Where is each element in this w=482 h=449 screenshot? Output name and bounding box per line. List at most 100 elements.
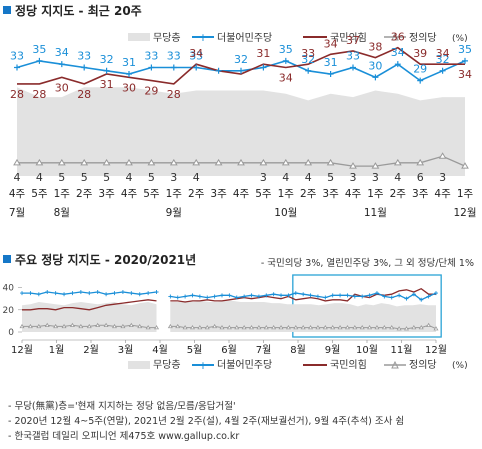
point-minjoo <box>78 290 83 294</box>
point-justice <box>95 322 101 328</box>
point-justice <box>167 323 173 329</box>
point-minjoo <box>81 64 88 71</box>
legend-unit: (%) <box>452 34 468 44</box>
point-minjoo <box>315 294 320 299</box>
point-justice <box>145 324 151 330</box>
point-justice <box>281 158 290 166</box>
point-justice <box>120 323 126 329</box>
point-minjoo <box>338 293 343 298</box>
point-justice <box>438 152 447 159</box>
point-minjoo <box>193 64 200 71</box>
x-tick-month: 5월 <box>187 344 203 356</box>
point-justice <box>308 324 314 330</box>
point-minjoo <box>104 292 109 297</box>
point-minjoo <box>394 61 401 68</box>
legend-unit: (%) <box>452 361 468 371</box>
label-ppp: 38 <box>368 41 382 54</box>
x-tick-week: 2주 <box>390 188 407 200</box>
point-minjoo <box>242 294 247 299</box>
point-justice <box>249 324 255 330</box>
point-minjoo <box>374 291 379 296</box>
label-minjoo: 29 <box>413 63 427 76</box>
legend-marker-justice <box>391 360 399 369</box>
label-justice: 4 <box>305 171 312 184</box>
label-ppp: 34 <box>324 37 338 50</box>
point-justice <box>80 158 89 166</box>
point-minjoo <box>197 294 202 299</box>
label-justice: 4 <box>36 171 43 184</box>
point-justice <box>78 323 84 329</box>
x-tick-week: 4주 <box>345 188 362 200</box>
point-minjoo <box>419 297 424 302</box>
label-justice: 6 <box>417 171 424 184</box>
label-justice: 3 <box>372 171 379 184</box>
point-minjoo <box>120 290 125 294</box>
point-minjoo <box>305 67 312 74</box>
x-tick-month: 7월 <box>256 344 272 356</box>
point-justice <box>27 323 33 329</box>
label-ppp: 31 <box>100 78 114 91</box>
x-tick-week: 2주 <box>188 188 205 200</box>
x-tick-week: 3주 <box>322 188 339 200</box>
point-justice <box>169 158 178 166</box>
label-minjoo: 33 <box>77 49 91 62</box>
y-tick-label: 20 <box>3 306 15 316</box>
x-tick-month: 8월 <box>290 344 306 356</box>
point-minjoo <box>238 67 244 74</box>
point-justice <box>322 324 328 330</box>
label-justice: 4 <box>394 171 401 184</box>
x-tick-week: 3주 <box>98 188 115 200</box>
point-justice <box>189 324 195 330</box>
x-tick-month: 3월 <box>118 344 134 356</box>
label-minjoo: 33 <box>167 49 181 62</box>
label-ppp: 33 <box>301 47 315 60</box>
point-minjoo <box>95 290 100 294</box>
point-justice <box>285 324 291 330</box>
point-minjoo <box>462 57 468 64</box>
point-justice <box>326 158 335 166</box>
title-bullet <box>3 6 11 14</box>
point-minjoo <box>212 294 217 299</box>
point-justice <box>271 324 277 330</box>
x-tick-month: 12월 <box>453 207 476 219</box>
legend-marker-minjoo: + <box>198 359 207 372</box>
point-minjoo <box>323 295 328 300</box>
label-justice: 5 <box>58 171 65 184</box>
point-justice <box>393 158 402 166</box>
point-minjoo <box>260 64 267 71</box>
point-justice <box>69 322 75 328</box>
point-justice <box>411 324 417 330</box>
point-minjoo <box>112 291 117 296</box>
point-justice <box>349 162 357 169</box>
point-minjoo <box>367 293 372 298</box>
point-minjoo <box>137 292 142 297</box>
point-justice <box>137 323 143 329</box>
x-tick-week: 4주 <box>434 188 451 200</box>
point-justice <box>53 323 59 329</box>
point-minjoo <box>28 291 33 296</box>
point-justice <box>154 324 160 330</box>
point-justice <box>359 324 365 330</box>
point-minjoo <box>426 294 431 299</box>
point-minjoo <box>103 67 110 74</box>
segment-ppp-line <box>170 287 436 303</box>
point-minjoo <box>220 293 225 298</box>
point-justice <box>214 158 223 166</box>
label-minjoo: 32 <box>436 53 450 66</box>
point-justice <box>241 324 247 330</box>
chart1-legend: 무당층 + 더불어민주당 국민의힘 정의당 (%) <box>128 31 468 44</box>
point-justice <box>19 323 25 329</box>
label-justice: 4 <box>14 171 21 184</box>
note-survey-skips: - 2020년 12월 4~5주(연말), 2021년 2월 2주(설), 4월… <box>8 416 405 427</box>
point-minjoo <box>264 293 269 298</box>
point-justice <box>219 324 225 330</box>
point-minjoo <box>183 294 188 299</box>
point-minjoo <box>126 71 132 78</box>
x-tick-month: 2월 <box>83 344 99 356</box>
label-ppp: 34 <box>436 47 450 60</box>
label-ppp: 30 <box>122 81 136 94</box>
point-justice <box>226 324 232 330</box>
label-justice: 5 <box>81 171 88 184</box>
label-minjoo: 34 <box>55 46 69 59</box>
